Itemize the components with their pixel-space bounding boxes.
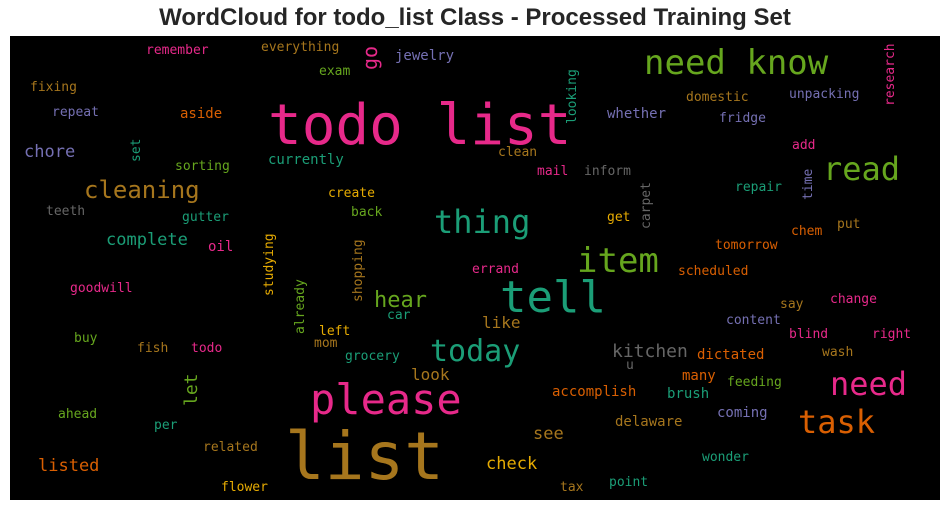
word-chore: chore bbox=[24, 142, 76, 162]
word-cleaning: cleaning bbox=[84, 176, 200, 204]
word-currently: currently bbox=[268, 152, 344, 168]
word-set: set bbox=[129, 138, 144, 162]
word-fish: fish bbox=[137, 341, 169, 356]
word-left: left bbox=[319, 324, 351, 339]
word-blind: blind bbox=[789, 327, 829, 342]
word-check: check bbox=[486, 454, 538, 474]
word-gutter: gutter bbox=[182, 210, 229, 225]
word-remember: remember bbox=[146, 43, 209, 58]
word-dictated: dictated bbox=[697, 347, 765, 363]
word-let: let bbox=[181, 373, 202, 406]
word-need: need bbox=[830, 365, 908, 403]
word-tell: tell bbox=[500, 272, 606, 323]
word-go: go bbox=[358, 45, 382, 70]
word-shopping: shopping bbox=[351, 239, 366, 302]
word-looking: looking bbox=[565, 69, 580, 124]
word-domestic: domestic bbox=[686, 90, 749, 105]
word-teeth: teeth bbox=[46, 204, 86, 219]
word-back: back bbox=[351, 205, 383, 220]
word-car: car bbox=[387, 308, 411, 323]
word-look: look bbox=[411, 365, 450, 384]
word-get: get bbox=[607, 210, 631, 225]
word-inform: inform bbox=[584, 164, 631, 179]
word-coming: coming bbox=[717, 405, 768, 421]
word-scheduled: scheduled bbox=[678, 264, 749, 279]
word-please: please bbox=[310, 375, 462, 424]
word-goodwill: goodwill bbox=[70, 281, 133, 296]
word-todo: todo bbox=[191, 341, 223, 356]
word-todo-list: todo list bbox=[268, 93, 572, 158]
word-ahead: ahead bbox=[58, 407, 98, 422]
word-tomorrow: tomorrow bbox=[715, 238, 778, 253]
word-fridge: fridge bbox=[719, 111, 766, 126]
word-mail: mail bbox=[537, 164, 569, 179]
word-u: u bbox=[626, 358, 634, 373]
word-hear: hear bbox=[374, 288, 427, 313]
word-feeding: feeding bbox=[727, 375, 782, 390]
word-everything: everything bbox=[261, 40, 340, 55]
word-right: right bbox=[872, 327, 912, 342]
word-accomplish: accomplish bbox=[552, 384, 637, 400]
word-complete: complete bbox=[106, 230, 188, 250]
word-brush: brush bbox=[667, 386, 710, 402]
word-unpacking: unpacking bbox=[789, 87, 860, 102]
word-today: today bbox=[430, 334, 521, 369]
word-put: put bbox=[837, 217, 861, 232]
word-wonder: wonder bbox=[702, 450, 749, 465]
word-need-know: need know bbox=[644, 43, 829, 83]
word-clean: clean bbox=[498, 145, 538, 160]
word-repair: repair bbox=[735, 180, 782, 195]
word-errand: errand bbox=[472, 262, 519, 277]
word-thing: thing bbox=[434, 203, 531, 241]
word-mom: mom bbox=[314, 336, 338, 351]
word-oil: oil bbox=[208, 239, 234, 255]
word-listed: listed bbox=[38, 456, 100, 476]
word-fixing: fixing bbox=[30, 80, 77, 95]
word-item: item bbox=[577, 241, 659, 281]
word-time: time bbox=[801, 168, 816, 200]
word-many: many bbox=[682, 368, 716, 384]
chart-title: WordCloud for todo_list Class - Processe… bbox=[159, 4, 791, 31]
word-content: content bbox=[726, 313, 781, 328]
word-say: say bbox=[780, 297, 804, 312]
word-delaware: delaware bbox=[615, 414, 683, 430]
word-list: list bbox=[285, 418, 444, 495]
word-exam: exam bbox=[319, 64, 351, 79]
word-change: change bbox=[830, 292, 877, 307]
word-kitchen: kitchen bbox=[612, 341, 688, 362]
word-already: already bbox=[293, 279, 308, 334]
word-sorting: sorting bbox=[175, 159, 230, 174]
word-carpet: carpet bbox=[639, 182, 654, 229]
word-related: related bbox=[203, 440, 258, 455]
word-chem: chem bbox=[791, 224, 823, 239]
word-buy: buy bbox=[74, 331, 98, 346]
word-see: see bbox=[533, 424, 564, 444]
word-read: read bbox=[823, 150, 901, 188]
word-create: create bbox=[328, 186, 375, 201]
word-flower: flower bbox=[221, 480, 268, 495]
word-wash: wash bbox=[822, 345, 854, 360]
word-studying: studying bbox=[262, 233, 277, 296]
word-add: add bbox=[792, 138, 816, 153]
word-repeat: repeat bbox=[52, 105, 99, 120]
word-grocery: grocery bbox=[345, 349, 400, 364]
word-point: point bbox=[609, 475, 649, 490]
word-per: per bbox=[154, 418, 178, 433]
word-like: like bbox=[482, 313, 521, 332]
word-jewelry: jewelry bbox=[395, 48, 455, 64]
word-aside: aside bbox=[180, 106, 223, 122]
word-research: research bbox=[883, 43, 898, 106]
word-task: task bbox=[798, 403, 876, 441]
word-cloud: list todo list please tell need know item thin… bbox=[10, 36, 940, 500]
word-tax: tax bbox=[560, 480, 584, 495]
word-whether: whether bbox=[607, 106, 667, 122]
